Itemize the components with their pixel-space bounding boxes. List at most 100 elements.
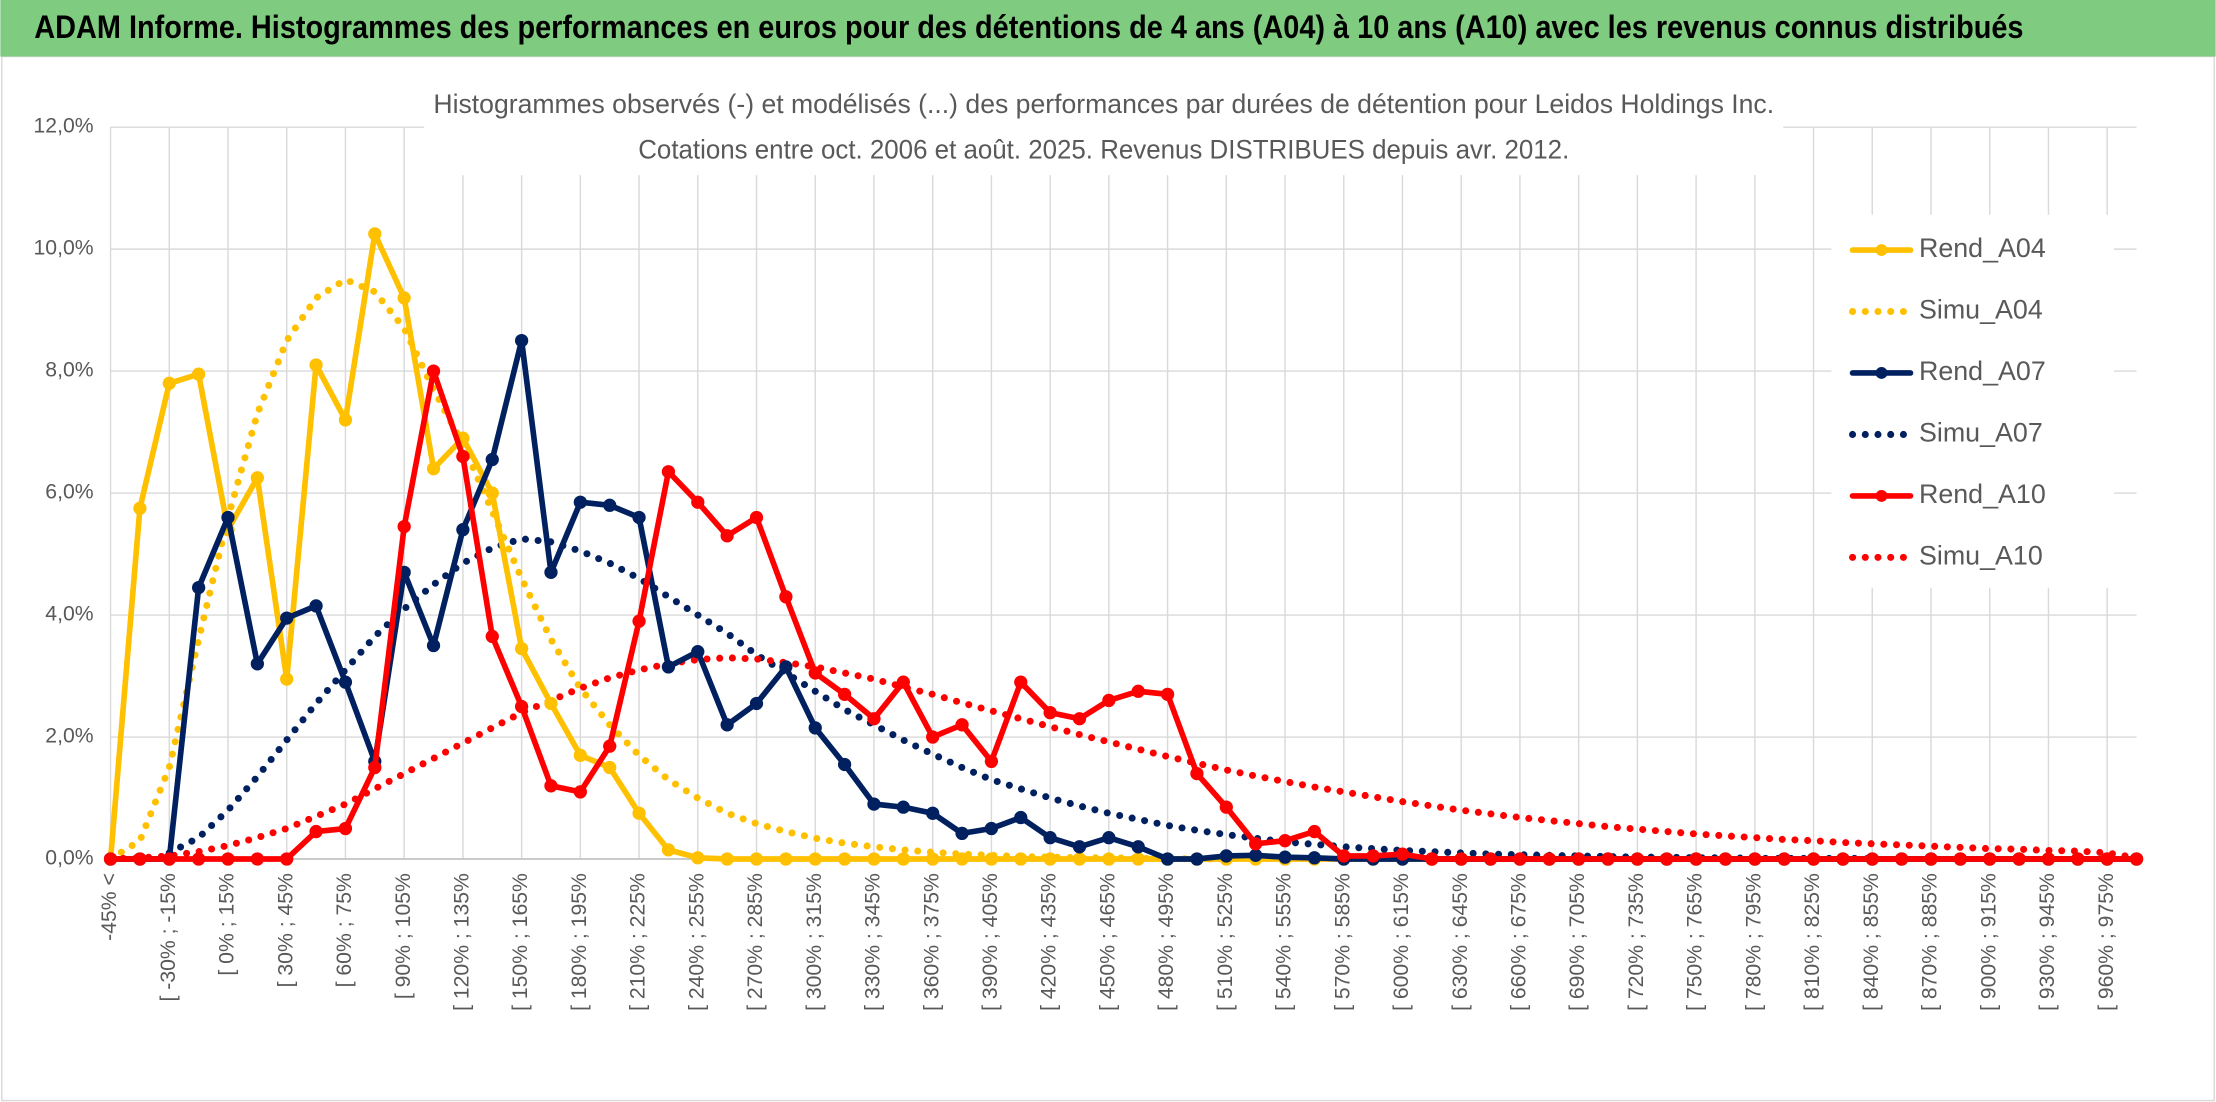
data-point [1131,852,1145,866]
data-point [338,413,353,427]
legend-label: Simu_A10 [1919,540,2043,570]
data-point [1043,831,1057,845]
y-tick-label: 10,0% [34,237,94,260]
data-point [1307,824,1322,839]
data-point [720,852,734,866]
data-point [1160,687,1175,701]
data-point [955,852,969,866]
chart-title: Histogrammes observés (-) et modélisés (… [433,89,1774,119]
data-point [691,495,705,509]
data-point [1278,834,1292,848]
data-point [485,486,499,500]
data-point [1014,810,1028,825]
series-line [107,654,2141,863]
data-point [720,529,734,543]
data-point [250,657,264,671]
data-point [1249,837,1263,851]
x-tick-label: [ 180% ; 195% [568,873,591,1011]
data-point [485,629,499,644]
data-point [397,519,411,534]
data-point [162,852,176,866]
data-point [103,852,118,866]
x-tick-label: [ 420% ; 435% [1038,873,1061,1011]
data-point [1748,852,1762,866]
data-point [1219,849,1233,863]
data-point [1366,849,1380,863]
data-point [691,644,705,659]
data-point [691,851,705,865]
x-tick-label: [ 630% ; 645% [1449,873,1472,1011]
data-point [808,721,822,735]
data-point [2012,852,2026,866]
data-point [1718,852,1733,866]
data-point [1425,852,1439,866]
x-tick-label: [ 900% ; 915% [1977,873,2000,1011]
y-tick-label: 0,0% [45,847,93,870]
data-point [1072,712,1087,726]
data-point [1043,705,1057,720]
data-point [280,611,294,625]
x-tick-label: [ -30% ; -15% [157,873,180,1002]
data-point [133,852,147,866]
data-point [573,748,587,762]
x-tick-label: [ 570% ; 585% [1331,873,1354,1011]
data-point [808,852,822,866]
data-point [926,806,940,820]
data-point [162,376,176,390]
data-point [1014,675,1028,689]
x-tick-label: [ 750% ; 765% [1684,873,1707,1011]
data-point [1307,851,1322,865]
x-tick-label: [ 330% ; 345% [862,873,885,1011]
legend-backing [1831,214,2114,588]
data-point [661,465,676,479]
data-point [514,333,529,348]
data-point [926,852,940,866]
data-point [309,824,323,839]
y-tick-label: 6,0% [45,481,93,504]
x-tick-label: [ 270% ; 285% [744,873,767,1011]
data-point [926,730,940,744]
data-point [2100,852,2114,866]
data-point [1072,840,1087,854]
data-point [221,510,235,525]
data-point [1777,852,1791,866]
data-point [1483,852,1498,866]
data-point [133,501,147,515]
data-point [779,660,793,674]
title-backing [424,81,1784,176]
legend-label: Simu_A04 [1919,295,2043,325]
legend-label: Rend_A07 [1919,356,2046,386]
data-point [1337,849,1351,863]
data-point [397,291,411,305]
data-point [514,641,529,656]
data-point [867,797,881,811]
x-tick-label: [ 450% ; 465% [1096,873,1119,1011]
data-point [456,449,470,464]
legend-marker [1875,244,1888,257]
y-tick-label: 12,0% [34,115,94,138]
data-point [837,687,852,701]
x-tick-label: [ 510% ; 525% [1214,873,1237,1011]
data-point [1249,848,1263,862]
data-point [955,826,969,841]
data-point [749,510,764,525]
data-point [1102,831,1116,845]
x-tick-label: [ 720% ; 735% [1625,873,1648,1011]
data-point [603,739,617,753]
data-point [250,852,264,866]
header-title: ADAM Informe. Histogrammes des performan… [34,9,2023,45]
data-point [603,498,617,512]
data-point [1924,852,1938,866]
data-point [661,660,676,674]
data-point [1601,852,1615,866]
legend-marker [1875,367,1888,379]
x-tick-label: [ 150% ; 165% [509,873,532,1011]
data-point [1131,684,1145,698]
x-tick-label: [ 240% ; 255% [685,873,708,1011]
data-point [1102,693,1116,708]
data-point [1454,852,1468,866]
data-point [749,696,764,711]
data-point [368,760,382,775]
data-point [338,675,353,689]
x-tick-label: [ 480% ; 495% [1155,873,1178,1011]
